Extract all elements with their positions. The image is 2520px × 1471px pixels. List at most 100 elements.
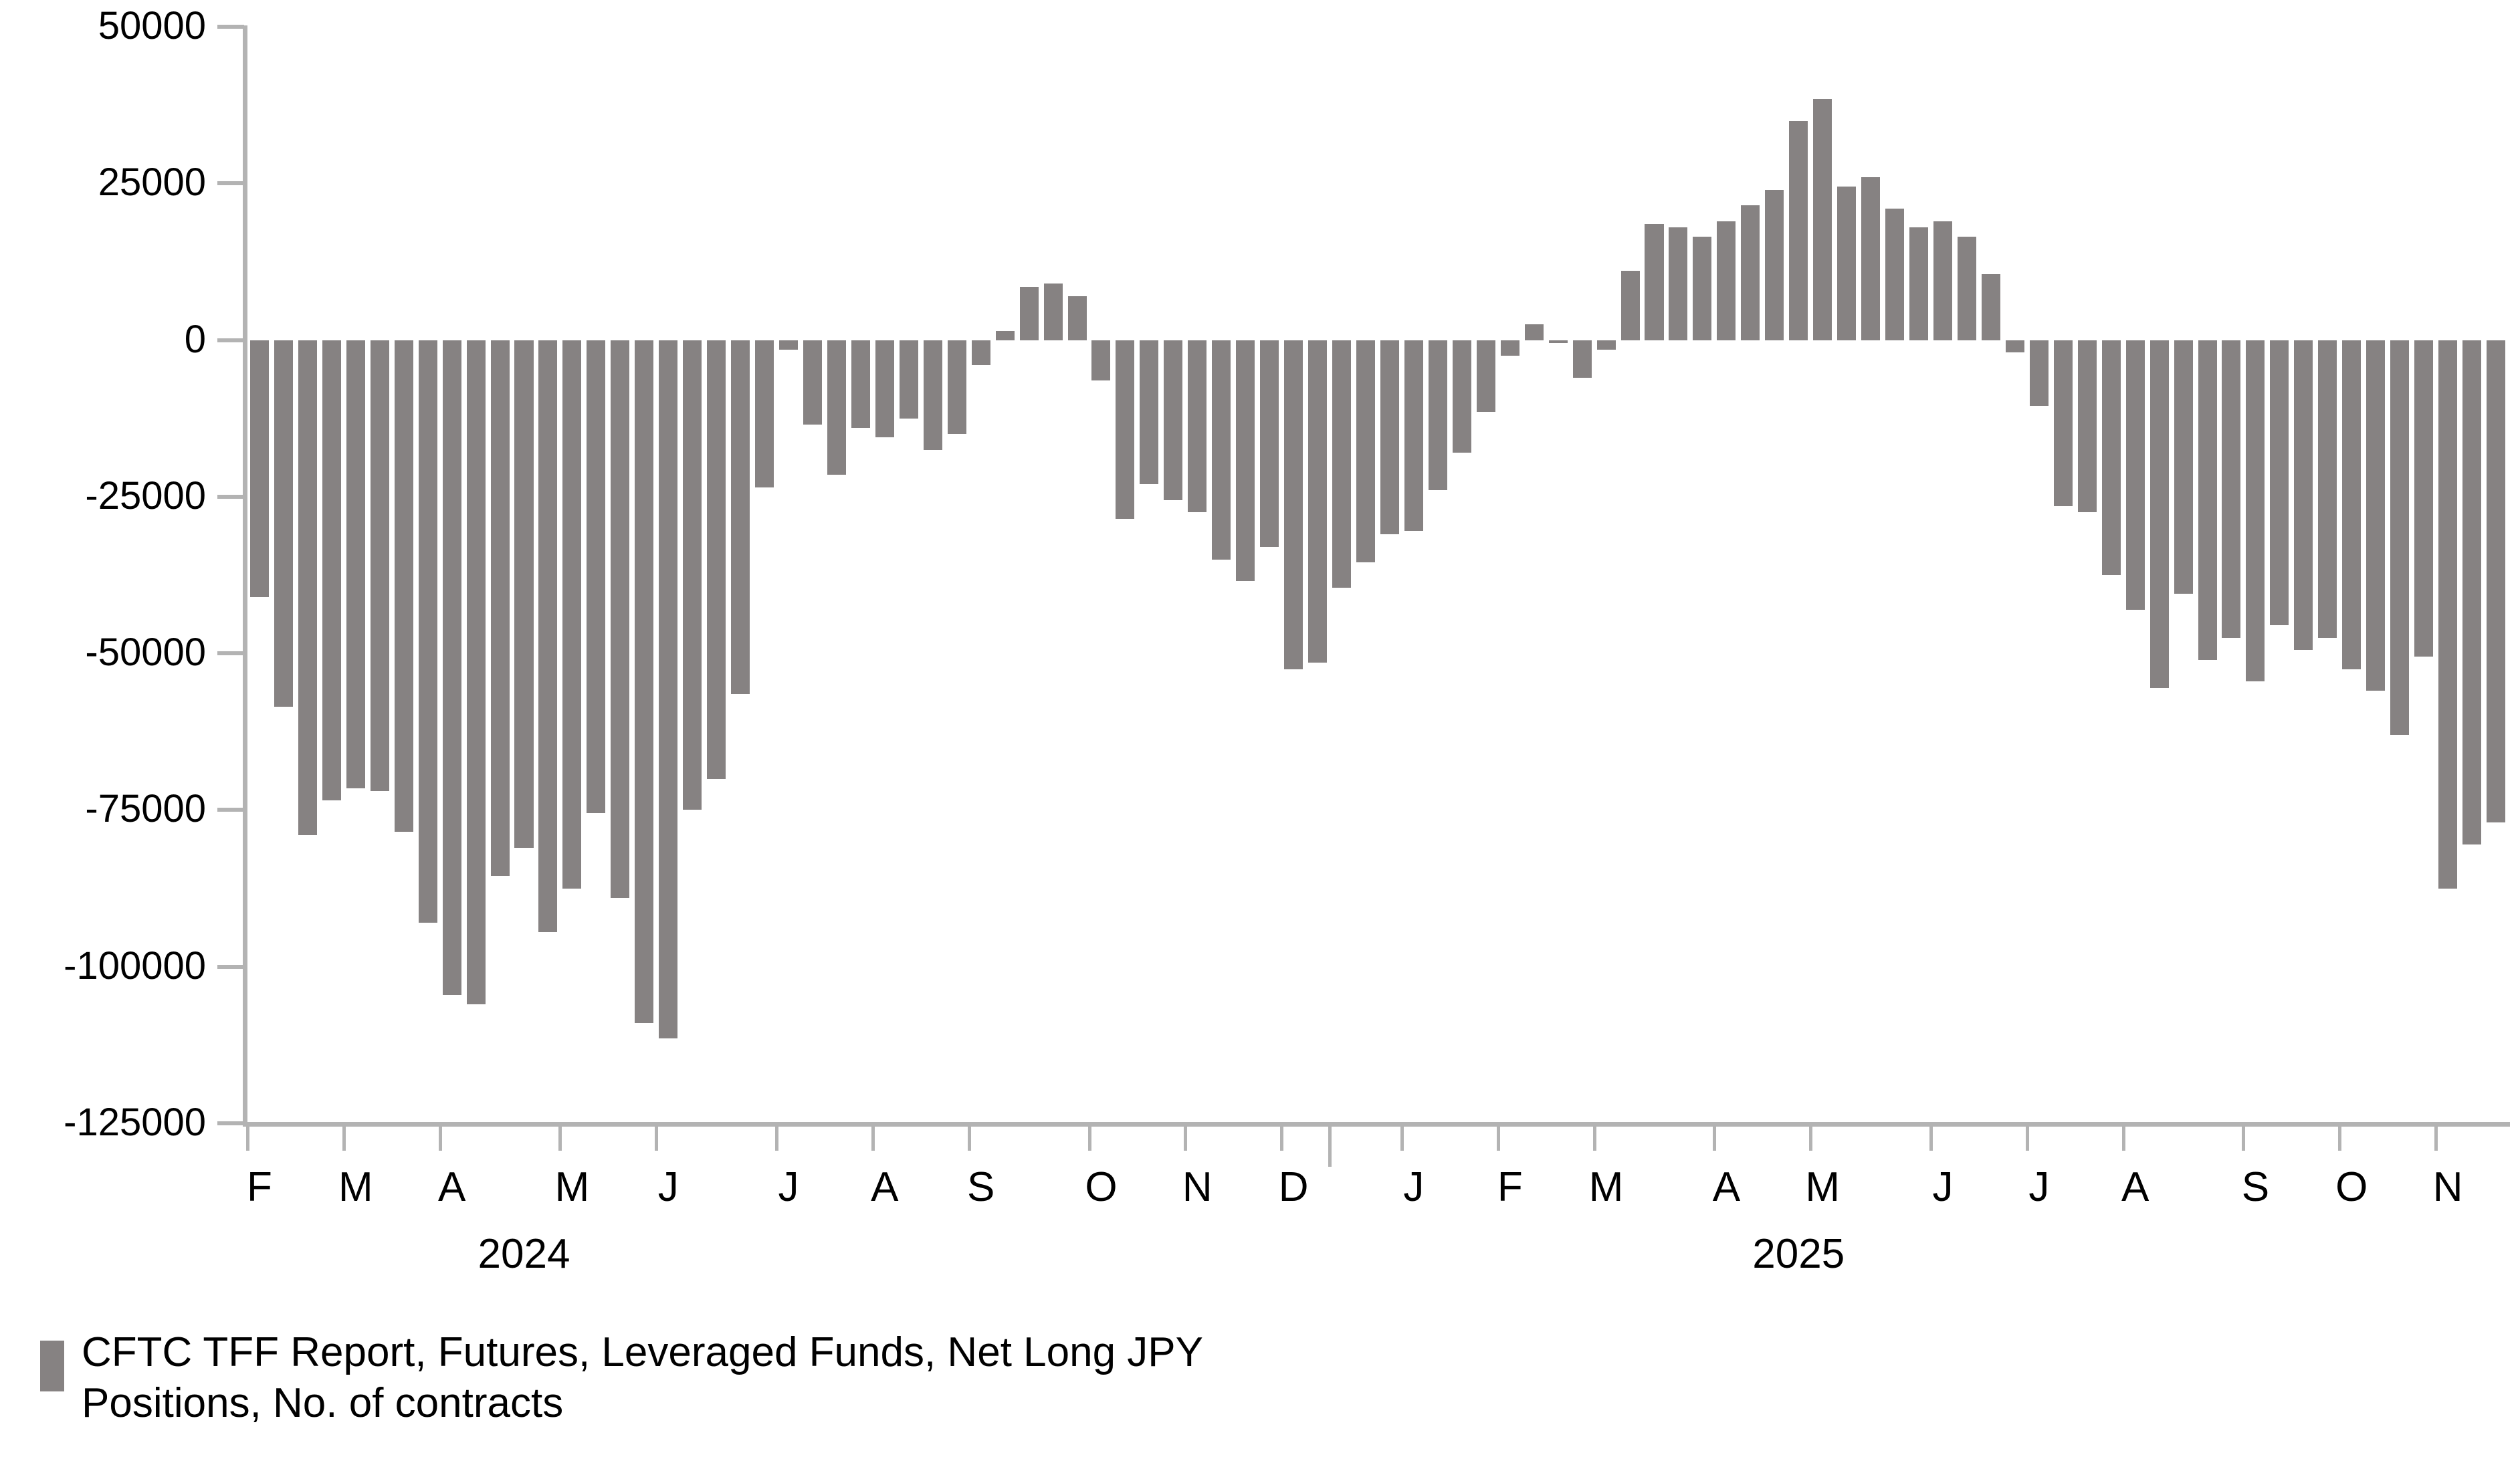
bar	[707, 340, 726, 779]
bar	[1428, 340, 1447, 491]
bar	[2029, 340, 2049, 406]
x-axis-tick	[1929, 1127, 1933, 1151]
x-axis-year-label: 2024	[478, 1231, 570, 1277]
bar	[2318, 340, 2337, 638]
bar	[1957, 236, 1976, 340]
bar	[947, 340, 966, 435]
bar	[1284, 340, 1303, 669]
bar	[683, 340, 702, 810]
bar	[2438, 340, 2458, 889]
x-axis-year-label: 2025	[1752, 1231, 1845, 1277]
bar	[971, 340, 990, 366]
x-axis-tick	[1400, 1127, 1404, 1151]
bar	[1861, 177, 1881, 340]
x-axis-month-label: F	[247, 1164, 272, 1210]
bar	[442, 340, 461, 995]
bar	[1500, 340, 1519, 356]
bar	[995, 330, 1015, 340]
bar	[2077, 340, 2097, 513]
plot-area	[247, 27, 2508, 1123]
bar	[2149, 340, 2169, 688]
bar	[490, 340, 510, 876]
y-axis-tick	[217, 964, 244, 969]
bar	[1596, 340, 1616, 350]
y-axis-tick-label: -75000	[85, 787, 206, 831]
bar	[1380, 340, 1399, 535]
bar	[1524, 324, 1544, 340]
x-axis-month-label: N	[2432, 1164, 2463, 1210]
y-axis-tick	[217, 25, 244, 29]
x-axis-tick	[246, 1127, 249, 1151]
x-axis-month-label: J	[2028, 1164, 2050, 1210]
bar	[635, 340, 654, 1024]
bar	[923, 340, 942, 450]
bar	[1116, 340, 1135, 519]
bar	[1620, 271, 1640, 340]
bar	[2174, 340, 2193, 594]
y-axis-tick	[217, 651, 244, 656]
bar	[1067, 296, 1087, 340]
x-axis-tick	[1280, 1127, 1284, 1151]
bar	[1212, 340, 1231, 560]
bar	[346, 340, 365, 788]
bar	[803, 340, 822, 425]
legend-label: CFTC TFF Report, Futures, Leveraged Fund…	[82, 1329, 1203, 1426]
bar	[1548, 340, 1568, 344]
bar	[1741, 205, 1760, 340]
x-axis-tick	[558, 1127, 562, 1151]
x-axis-tick	[967, 1127, 971, 1151]
bar	[1909, 227, 1929, 340]
x-axis-month-label: M	[1588, 1164, 1624, 1210]
x-axis-tick	[342, 1127, 346, 1151]
x-axis-month-label: J	[657, 1164, 679, 1210]
y-axis-tick-label: -25000	[85, 473, 206, 518]
bar	[1933, 221, 1952, 340]
legend-swatch-icon	[40, 1341, 64, 1391]
x-axis-year-boundary-tick	[1328, 1127, 1332, 1167]
x-axis-month-label: A	[1712, 1164, 1741, 1210]
y-axis-tick	[217, 494, 244, 499]
x-axis-month-label: M	[554, 1164, 590, 1210]
bar	[2414, 340, 2434, 657]
bar	[1308, 340, 1328, 663]
x-axis-month-label: A	[871, 1164, 899, 1210]
x-axis-month-label: A	[2121, 1164, 2149, 1210]
x-axis-month-label: M	[1805, 1164, 1841, 1210]
bar	[2005, 340, 2024, 353]
bar	[1164, 340, 1183, 500]
x-axis-month-label: J	[778, 1164, 799, 1210]
y-axis-tick	[217, 808, 244, 812]
bar	[394, 340, 413, 832]
y-axis-tick	[217, 338, 244, 342]
x-axis-tick	[1713, 1127, 1717, 1151]
bar	[1452, 340, 1471, 453]
bar	[2222, 340, 2241, 638]
x-axis-tick	[1087, 1127, 1091, 1151]
bar	[1356, 340, 1376, 563]
bar	[1404, 340, 1423, 532]
bar	[1572, 340, 1592, 378]
x-axis-month-label: J	[1403, 1164, 1425, 1210]
y-axis-tick-label: 25000	[98, 160, 206, 205]
y-axis-spine	[243, 25, 247, 1126]
bar	[1981, 274, 2000, 340]
x-axis-tick	[2242, 1127, 2246, 1151]
bar	[2486, 340, 2506, 823]
bar	[899, 340, 918, 419]
bar	[827, 340, 846, 475]
x-axis-tick	[1592, 1127, 1596, 1151]
bar	[1717, 221, 1736, 340]
bar	[1188, 340, 1207, 513]
x-axis-tick	[438, 1127, 442, 1151]
x-axis-month-label: N	[1182, 1164, 1213, 1210]
bar	[1669, 227, 1688, 340]
bar	[466, 340, 486, 1004]
bar	[418, 340, 437, 923]
bar	[249, 340, 269, 597]
bar	[1765, 189, 1784, 340]
bar	[1813, 98, 1832, 340]
chart-legend: CFTC TFF Report, Futures, Leveraged Fund…	[40, 1327, 1203, 1429]
x-axis-month-label: S	[2241, 1164, 2270, 1210]
x-axis-tick	[655, 1127, 659, 1151]
